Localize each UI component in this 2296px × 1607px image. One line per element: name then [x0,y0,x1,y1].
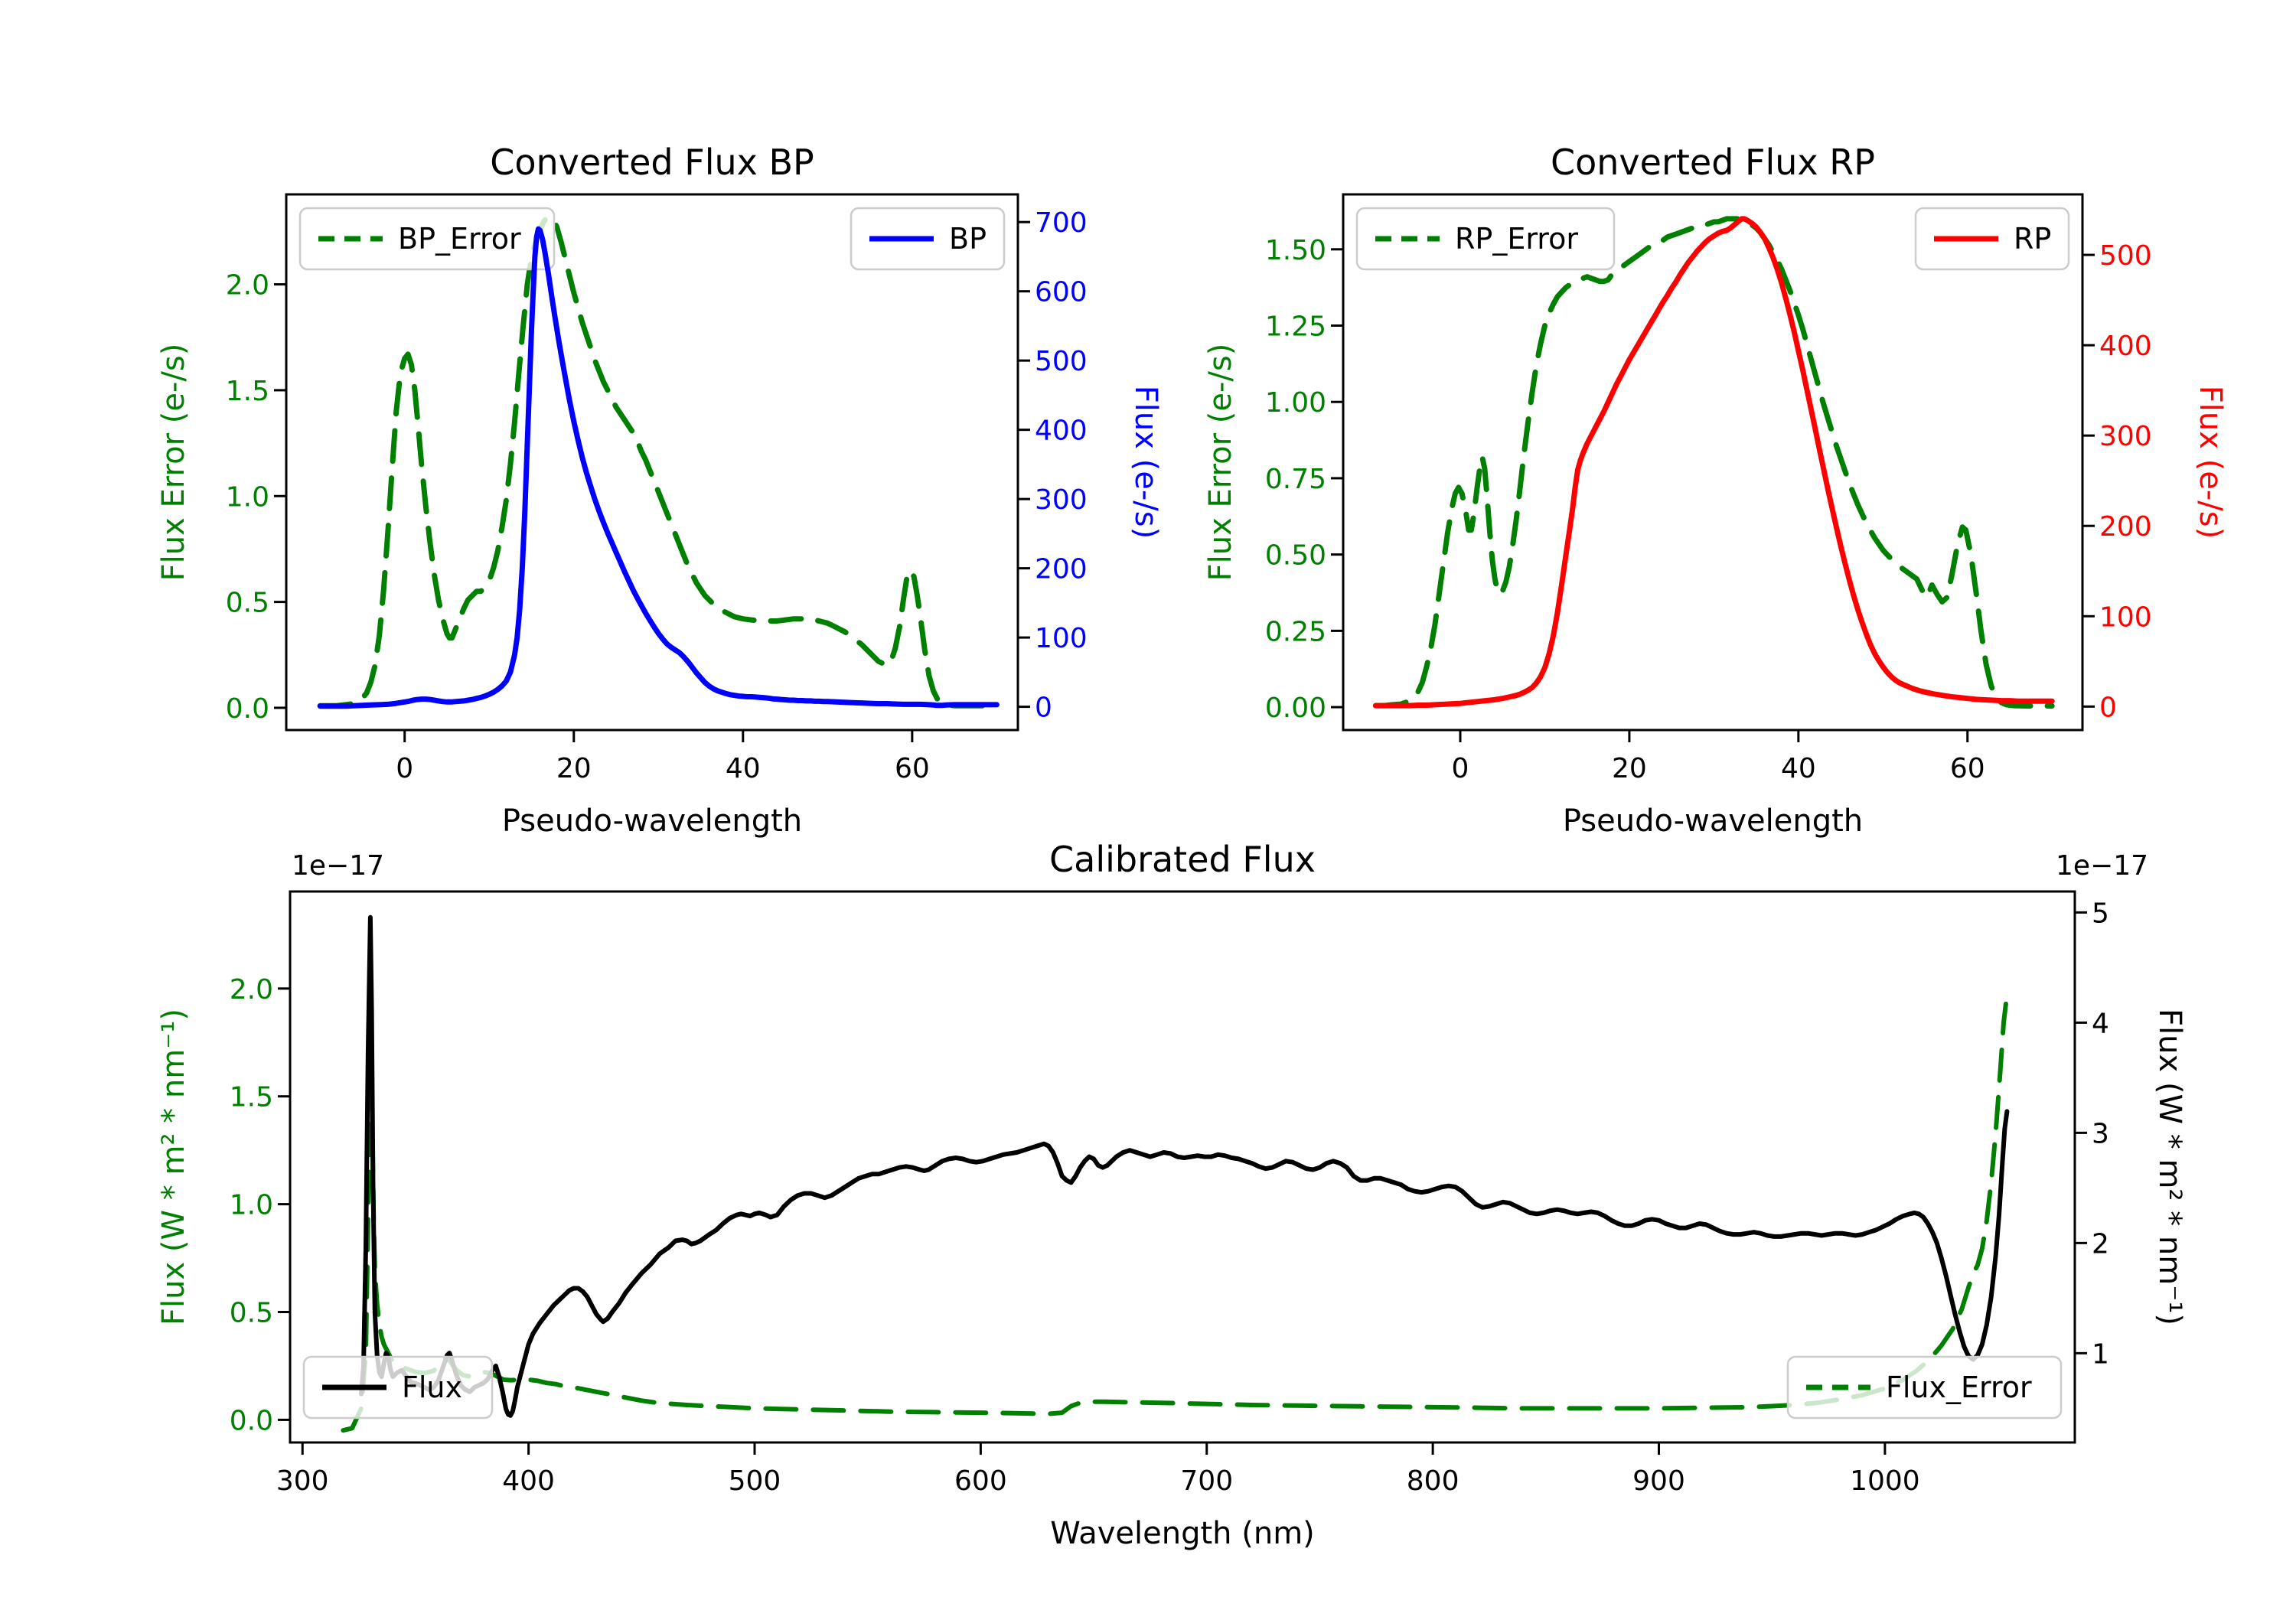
left-tick-label: 1.25 [1265,311,1326,343]
right-tick-label: 5 [2092,898,2109,929]
x-tick-label: 300 [276,1465,329,1497]
left-tick-label: 1.5 [226,376,269,407]
converted-flux-bp-right-ylabel: Flux (e-/s) [1128,386,1163,539]
left-tick-label: 0.5 [226,588,269,619]
x-tick-label: 0 [396,753,413,784]
calibrated-flux-legend-flux: Flux [302,1355,494,1420]
left-tick-label: 1.0 [230,1190,273,1221]
x-tick-label: 500 [729,1465,781,1497]
left-tick-label: 0.50 [1265,540,1326,572]
calibrated-flux-title: Calibrated Flux [1049,839,1316,880]
converted-flux-rp-legend-rp_error: RP_Error [1355,207,1616,271]
x-tick-label: 60 [1950,753,1985,784]
calibrated-flux-legend-flux_error: Flux_Error [1786,1355,2063,1420]
right-tick-label: 400 [1035,416,1088,447]
right-tick-label: 500 [2099,240,2152,272]
converted-flux-bp-xlabel: Pseudo-wavelength [502,804,802,839]
x-tick-label: 700 [1180,1465,1233,1497]
calibrated-flux-chart: Flux Flux_Error 300 400 500 600 700 800 900 1000 0… [156,839,2187,1551]
calibrated-flux-right-ylabel: Flux (W * m² * nm⁻¹) [2152,1009,2187,1325]
x-tick-label: 600 [954,1465,1007,1497]
converted-flux-bp-title: Converted Flux BP [490,142,814,183]
left-tick-label: 2.0 [226,270,269,302]
right-tick-label: 200 [1035,554,1088,585]
converted-flux-rp-series-rp_error [1373,216,2055,709]
right-tick-label: 600 [1035,277,1088,308]
converted-flux-rp-chart: RP_Error RP 0 20 40 60 0.00 0.25 0.50 0.75 1.00 1.2… [1203,142,2228,839]
converted-flux-bp-legend-bp: BP [850,207,1006,271]
right-tick-label: 100 [1035,623,1088,654]
legend-frame [302,1355,494,1420]
x-tick-label: 400 [502,1465,555,1497]
right-tick-label: 2 [2092,1228,2109,1260]
right-tick-label: 1 [2092,1338,2109,1370]
legend-label: Flux_Error [1886,1371,2032,1404]
left-tick-label: 1.00 [1265,387,1326,419]
x-tick-label: 60 [895,753,930,784]
right-tick-label: 300 [2099,421,2152,452]
legend-frame [298,207,556,271]
converted-flux-bp-series-bp_error [317,214,1000,709]
left-tick-label: 0.00 [1265,693,1326,724]
x-tick-label: 20 [1612,753,1647,784]
left-tick-label: 0.0 [230,1405,273,1436]
right-tick-label: 0 [1035,693,1052,724]
x-tick-label: 40 [726,753,761,784]
x-tick-label: 900 [1632,1465,1685,1497]
converted-flux-bp-legend-bp_error: BP_Error [298,207,556,271]
right-tick-label: 3 [2092,1118,2109,1149]
left-tick-label: 1.5 [230,1082,273,1113]
right-tick-label: 400 [2099,331,2152,362]
legend-label: RP_Error [1455,222,1578,256]
calibrated-flux-left-ylabel: Flux (W * m² * nm⁻¹) [156,1009,191,1325]
legend-frame [1355,207,1616,271]
right-tick-label: 4 [2092,1008,2109,1039]
x-tick-label: 800 [1407,1465,1459,1497]
right-tick-label: 300 [1035,484,1088,516]
left-tick-label: 1.50 [1265,235,1326,266]
converted-flux-rp-xlabel: Pseudo-wavelength [1563,804,1863,839]
right-tick-label: 100 [2099,601,2152,633]
calibrated-flux-series-flux [359,914,2010,1418]
calibrated-flux-xlabel: Wavelength (nm) [1050,1516,1315,1551]
left-tick-label: 0.0 [226,693,269,725]
converted-flux-bp-plot-border [285,193,1019,732]
converted-flux-rp-plot-border [1342,193,2084,732]
calibrated-flux-right-offset-text: 1e−17 [2056,850,2148,882]
converted-flux-rp-legend-rp: RP [1914,207,2070,271]
x-tick-label: 40 [1781,753,1816,784]
left-tick-label: 2.0 [230,974,273,1006]
x-tick-label: 0 [1452,753,1469,784]
converted-flux-bp-left-ylabel: Flux Error (e-/s) [156,344,191,582]
converted-flux-bp-chart: BP_Error BP 0 20 40 60 0.0 0.5 1.0 1.5 2.0 0 100 200 3… [156,142,1163,839]
legend-label: RP [2014,222,2051,256]
legend-label: Flux [402,1371,462,1404]
x-tick-label: 1000 [1850,1465,1920,1497]
legend-label: BP_Error [398,222,521,256]
calibrated-flux-left-offset-text: 1e−17 [292,850,384,882]
right-tick-label: 500 [1035,346,1088,377]
converted-flux-rp-series-rp [1373,216,2055,709]
legend-frame [1786,1355,2063,1420]
calibrated-flux-plot-border [289,890,2076,1444]
legend-label: BP [949,222,987,256]
left-tick-label: 1.0 [226,481,269,513]
converted-flux-rp-title: Converted Flux RP [1551,142,1875,183]
right-tick-label: 200 [2099,511,2152,543]
left-tick-label: 0.25 [1265,616,1326,647]
right-tick-label: 0 [2099,692,2117,723]
right-tick-label: 700 [1035,207,1088,239]
converted-flux-rp-left-ylabel: Flux Error (e-/s) [1203,344,1238,582]
converted-flux-bp-series-bp [317,226,1000,709]
left-tick-label: 0.5 [230,1298,273,1329]
x-tick-label: 20 [556,753,592,784]
converted-flux-rp-right-ylabel: Flux (e-/s) [2193,386,2228,539]
left-tick-label: 0.75 [1265,464,1326,495]
